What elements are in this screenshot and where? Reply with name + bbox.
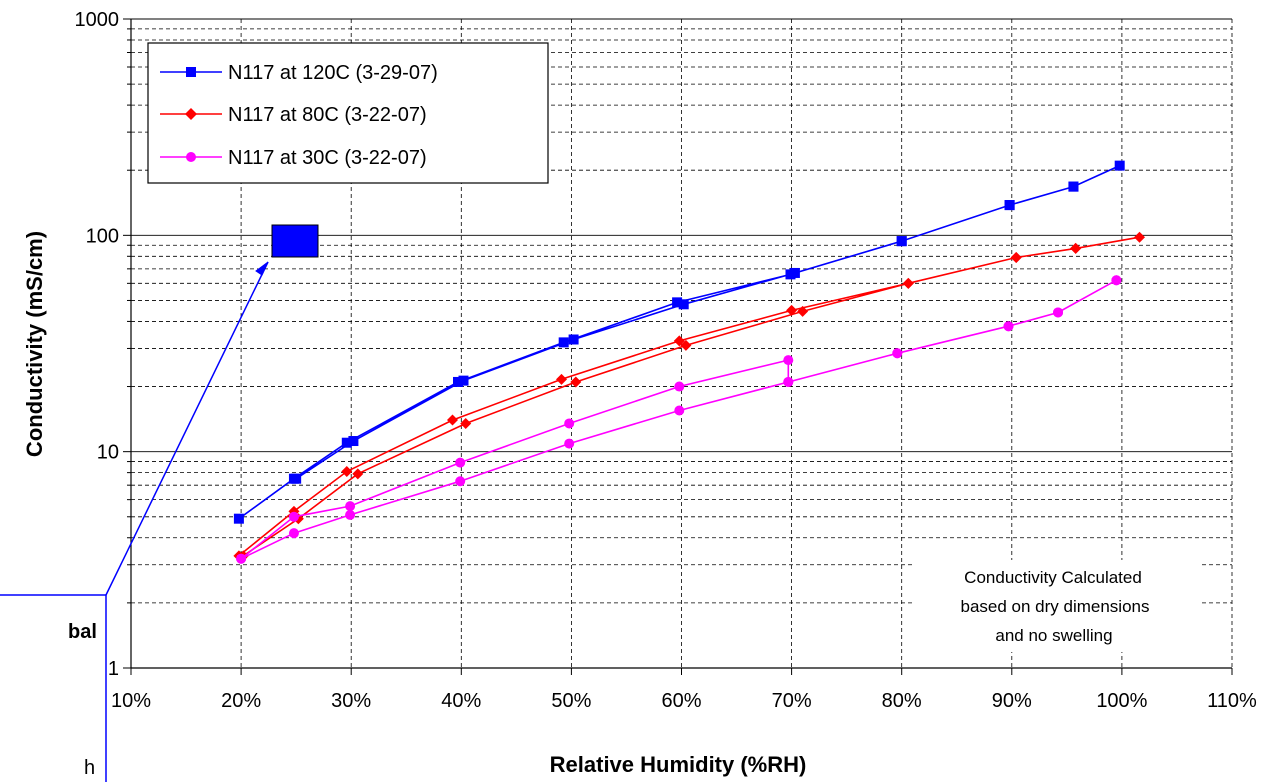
data-point	[341, 437, 352, 448]
y-tick-label: 1000	[75, 9, 120, 31]
x-tick-label: 100%	[1096, 690, 1147, 712]
data-point	[345, 509, 356, 520]
x-tick-label: 30%	[331, 690, 371, 712]
callout-anchor-square	[271, 224, 319, 258]
series-layer	[233, 160, 1146, 564]
callout-arrow-line	[105, 261, 269, 596]
x-tick-label: 50%	[551, 690, 591, 712]
data-point	[348, 436, 359, 447]
data-point	[233, 513, 244, 524]
data-point	[1053, 307, 1064, 318]
data-point	[1068, 181, 1079, 192]
data-point	[797, 305, 809, 317]
data-point	[674, 405, 685, 416]
data-point	[1134, 231, 1146, 243]
data-point	[341, 465, 353, 477]
data-point	[446, 414, 458, 426]
y-tick-label: 10	[97, 442, 119, 464]
legend-swatch-80c-marker	[185, 108, 197, 120]
data-point	[680, 339, 692, 351]
data-point	[674, 381, 685, 392]
x-tick-label: 80%	[882, 690, 922, 712]
legend: N117 at 120C (3-29-07) N117 at 80C (3-22…	[147, 42, 549, 184]
data-point	[564, 438, 575, 449]
data-point	[455, 476, 466, 487]
data-point	[291, 473, 302, 484]
data-point	[678, 299, 689, 310]
x-tick-label: 110%	[1207, 690, 1257, 712]
note-line-1: Conductivity Calculated	[964, 568, 1142, 587]
data-point	[1114, 160, 1125, 171]
data-point	[458, 375, 469, 386]
callout-text-1: bal	[68, 621, 97, 643]
data-point	[558, 337, 569, 348]
data-point	[452, 376, 463, 387]
data-point	[564, 418, 575, 429]
data-point	[896, 236, 907, 247]
legend-swatch-120c-marker	[186, 67, 196, 77]
x-tick-label: 60%	[661, 690, 701, 712]
x-tick-label: 70%	[772, 690, 812, 712]
data-point	[1070, 242, 1082, 254]
legend-swatch-30c-marker	[186, 152, 196, 162]
note-annotation: Conductivity Calculated based on dry dim…	[912, 560, 1202, 652]
data-point	[1004, 200, 1015, 211]
x-tick-label: 40%	[441, 690, 481, 712]
series-line	[240, 279, 1117, 560]
note-line-2: based on dry dimensions	[960, 597, 1149, 616]
x-axis-title: Relative Humidity (%RH)	[550, 752, 807, 777]
y-axis-title: Conductivity (mS/cm)	[22, 231, 47, 457]
callout-box	[0, 594, 107, 782]
data-point	[902, 277, 914, 289]
data-point	[288, 511, 299, 522]
note-line-3: and no swelling	[995, 626, 1112, 645]
note-box	[912, 560, 1202, 652]
data-point	[568, 334, 579, 345]
callout-arrow-head	[255, 261, 269, 276]
callout-text-2: h	[84, 757, 95, 779]
data-point	[455, 457, 466, 468]
data-point	[460, 417, 472, 429]
data-point	[288, 505, 300, 517]
data-point	[783, 376, 794, 387]
series-line	[238, 164, 1121, 520]
data-point	[783, 355, 794, 366]
data-point	[555, 373, 567, 385]
data-point	[1003, 321, 1014, 332]
data-point	[288, 528, 299, 539]
y-tick-label: 1	[108, 658, 119, 680]
data-point	[1010, 251, 1022, 263]
tick-labels: 1 10 100 1000 10% 20% 30% 40% 50% 60% 70% 80% 90% 100…	[75, 9, 1258, 712]
legend-label-30c: N117 at 30C (3-22-07)	[228, 147, 427, 169]
x-tick-label: 90%	[992, 690, 1032, 712]
data-point	[345, 501, 356, 512]
axes	[123, 18, 1233, 675]
x-tick-label: 10%	[111, 690, 151, 712]
data-point	[352, 468, 364, 480]
callout: bal h	[0, 224, 319, 782]
data-point	[672, 297, 683, 308]
series-0	[233, 160, 1125, 524]
data-point	[1111, 275, 1122, 286]
legend-label-120c: N117 at 120C (3-29-07)	[228, 62, 438, 84]
series-1	[233, 231, 1146, 562]
data-point	[786, 304, 798, 316]
data-point	[789, 267, 800, 278]
y-tick-label: 100	[86, 225, 119, 247]
data-point	[236, 553, 247, 564]
legend-box	[147, 42, 549, 184]
data-point	[892, 348, 903, 359]
x-tick-label: 20%	[221, 690, 261, 712]
legend-label-80c: N117 at 80C (3-22-07)	[228, 104, 427, 126]
data-point	[673, 335, 685, 347]
data-point	[570, 376, 582, 388]
series-2	[236, 275, 1122, 564]
